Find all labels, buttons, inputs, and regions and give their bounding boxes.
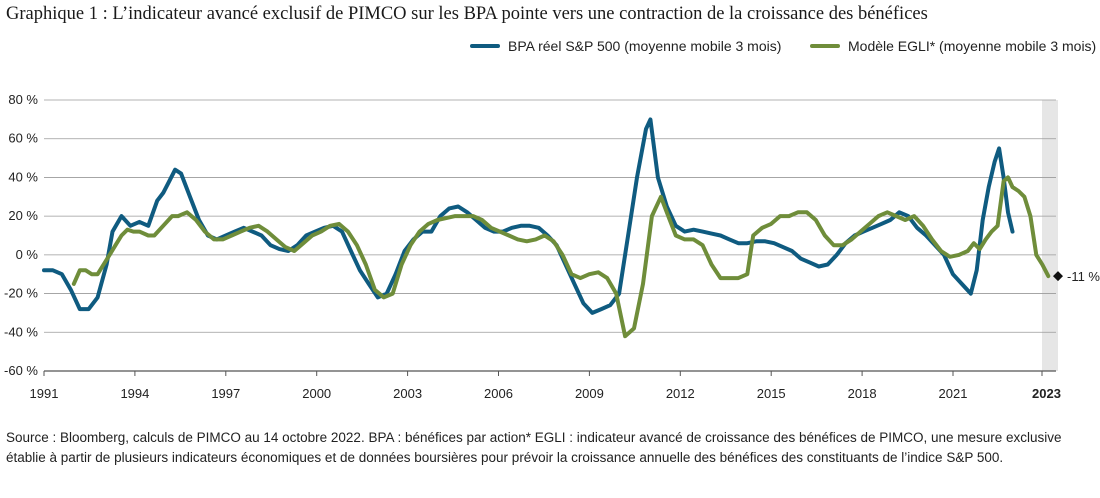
x-tick-label: 2000 (302, 386, 331, 401)
x-tick-label: 2018 (848, 386, 877, 401)
x-tick-label: 2012 (666, 386, 695, 401)
series-lines (42, 117, 1051, 339)
legend-swatch-bpa (470, 44, 500, 48)
series-line-bpa (42, 117, 1015, 315)
y-tick-label: 80 % (8, 92, 38, 107)
x-tick-label: 2021 (939, 386, 968, 401)
x-tick-label: 2006 (484, 386, 513, 401)
series-line-egli (71, 175, 1051, 339)
legend-label-egli: Modèle EGLI* (moyenne mobile 3 mois) (848, 38, 1097, 54)
x-tick-label: 1994 (120, 386, 149, 401)
x-tick-label: 2023 (1032, 386, 1061, 401)
y-axis: -60 % -40 % -20 % 0 % 20 % 40 % 60 % 80 % (4, 92, 38, 378)
x-tick-label: 1991 (30, 386, 59, 401)
forecast-shading (1042, 100, 1058, 371)
x-tick-label: 2009 (575, 386, 604, 401)
x-tick-label: 2015 (757, 386, 786, 401)
legend-label-bpa: BPA réel S&P 500 (moyenne mobile 3 mois) (508, 38, 782, 54)
legend-item-egli: Modèle EGLI* (moyenne mobile 3 mois) (810, 38, 1096, 54)
chart-grid (44, 99, 1056, 372)
y-tick-label: 40 % (8, 169, 38, 184)
legend-item-bpa: BPA réel S&P 500 (moyenne mobile 3 mois) (470, 38, 781, 54)
annotation-marker (1053, 271, 1063, 282)
line-chart: -60 %-40 %-20 %0 %20 %40 %60 %80 % 1991 1… (4, 92, 1100, 401)
x-tick-label: 1997 (211, 386, 240, 401)
y-tick-label: -60 % (4, 363, 38, 378)
source-note: Source : Bloomberg, calculs de PIMCO au … (6, 430, 1062, 465)
x-axis: 1991 1994 1997 2000 2003 2006 2009 2012 2015 2018… (30, 371, 1061, 401)
y-tick-label: 0 % (16, 247, 39, 262)
y-tick-label: 60 % (8, 131, 38, 146)
annotation-label: -11 % (1067, 269, 1100, 284)
legend-swatch-egli (810, 44, 840, 48)
y-tick-label: 20 % (8, 208, 38, 223)
x-tick-label: 2003 (393, 386, 422, 401)
chart-legend: BPA réel S&P 500 (moyenne mobile 3 mois)… (0, 38, 1100, 58)
chart-title: Graphique 1 : L’indicateur avancé exclus… (6, 4, 928, 24)
y-tick-label: -40 % (4, 324, 38, 339)
end-annotation: -11 % (1053, 269, 1100, 284)
y-tick-label: -20 % (4, 286, 38, 301)
